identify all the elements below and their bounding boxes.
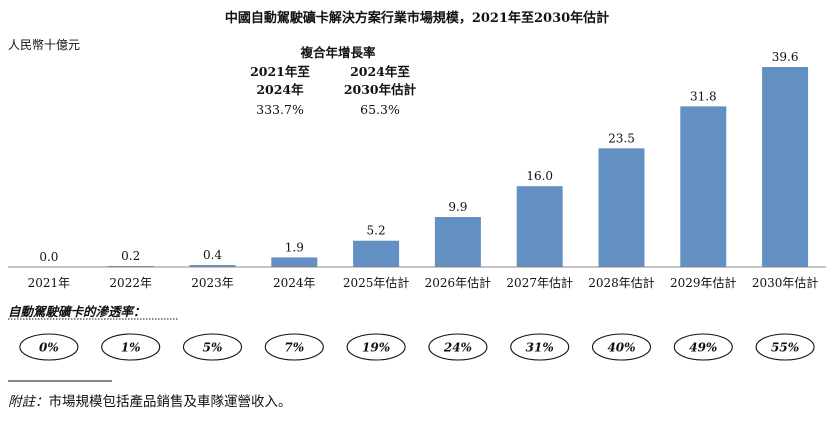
cagr-period-2-line1: 2024年至 [350, 64, 410, 79]
x-tick-10: 2030年估計 [752, 275, 819, 290]
penetration-value-7: 31% [526, 341, 554, 355]
value-label-10: 39.6 [772, 50, 799, 64]
penetration-ellipse-10 [755, 333, 815, 361]
bar-series [107, 67, 809, 267]
penetration-ellipse-6 [428, 333, 488, 361]
x-tick-1: 2021年 [28, 276, 71, 290]
penetration-value-4: 7% [284, 341, 304, 355]
x-tick-5: 2025年估計 [343, 275, 410, 290]
cagr-annotation: 複合年增長率 2021年至 2024年 333.7% 2024年至 2030年估… [250, 45, 417, 117]
penetration-value-2: 1% [121, 341, 141, 355]
penetration-value-5: 19% [362, 341, 390, 355]
bar-9 [680, 106, 727, 267]
penetration-ellipse-7 [510, 333, 570, 361]
penetration-value-3: 5% [203, 341, 223, 355]
penetration-rates: 0% 1% 5% 7% 19% 24% 31% 40% 49% 55% [19, 333, 815, 361]
y-axis-unit-label: 人民幣十億元 [8, 38, 80, 52]
chart-title: 中國自動駕駛礦卡解決方案行業市場規模，2021年至2030年估計 [225, 10, 609, 26]
bar-7 [516, 186, 563, 267]
penetration-value-10: 55% [771, 341, 799, 355]
penetration-ellipse-4 [264, 333, 324, 361]
x-tick-3: 2023年 [191, 276, 234, 290]
x-axis-tick-labels: 2021年 2022年 2023年 2024年 2025年估計 2026年估計 2027年估… [28, 275, 819, 290]
x-tick-8: 2028年估計 [588, 275, 655, 290]
penetration-ellipse-5 [346, 333, 406, 361]
x-tick-2: 2022年 [109, 276, 152, 290]
penetration-value-9: 49% [689, 341, 717, 355]
x-tick-9: 2029年估計 [670, 275, 737, 290]
value-label-3: 0.4 [203, 248, 222, 262]
penetration-value-6: 24% [443, 341, 472, 355]
footnote-text: 市場規模包括產品銷售及車隊運營收入。 [49, 393, 292, 410]
penetration-ellipse-2 [101, 333, 161, 361]
penetration-value-1: 0% [39, 341, 59, 355]
penetration-title: 自動駕駛礦卡的滲透率： [8, 304, 146, 319]
bar-5 [353, 240, 400, 267]
value-label-8: 23.5 [608, 131, 635, 145]
cagr-heading: 複合年增長率 [299, 45, 376, 60]
bar-6 [434, 217, 481, 267]
value-label-5: 5.2 [367, 224, 386, 238]
value-label-6: 9.9 [448, 200, 467, 214]
cagr-period-1-line1: 2021年至 [250, 64, 310, 79]
value-labels: 0.0 0.2 0.4 1.9 5.2 9.9 16.0 23.5 31.8 39.6 [39, 50, 798, 264]
bar-8 [598, 148, 645, 267]
bar-3 [189, 264, 236, 267]
cagr-period-1-line2: 2024年 [256, 82, 304, 97]
x-tick-6: 2026年估計 [425, 275, 492, 290]
value-label-9: 31.8 [690, 89, 717, 103]
footnote-label: 附註： [8, 394, 49, 410]
penetration-ellipse-3 [182, 333, 243, 361]
x-tick-4: 2024年 [273, 276, 316, 290]
cagr-period-2-line2: 2030年估計 [344, 82, 417, 97]
cagr-period-2-value: 65.3% [360, 102, 400, 117]
value-label-2: 0.2 [121, 249, 140, 263]
bar-4 [271, 257, 318, 267]
x-tick-7: 2027年估計 [506, 275, 573, 290]
penetration-ellipse-9 [673, 333, 733, 361]
value-label-4: 1.9 [285, 240, 304, 254]
value-label-1: 0.0 [39, 250, 58, 264]
value-label-7: 16.0 [526, 169, 553, 183]
bar-10 [762, 67, 809, 267]
bar-2 [107, 265, 154, 267]
footnote: 附註：市場規模包括產品銷售及車隊運營收入。 [8, 393, 292, 410]
penetration-ellipse-1 [19, 333, 79, 361]
penetration-ellipse-8 [591, 333, 652, 361]
penetration-value-8: 40% [607, 341, 635, 355]
cagr-period-1-value: 333.7% [256, 102, 304, 117]
